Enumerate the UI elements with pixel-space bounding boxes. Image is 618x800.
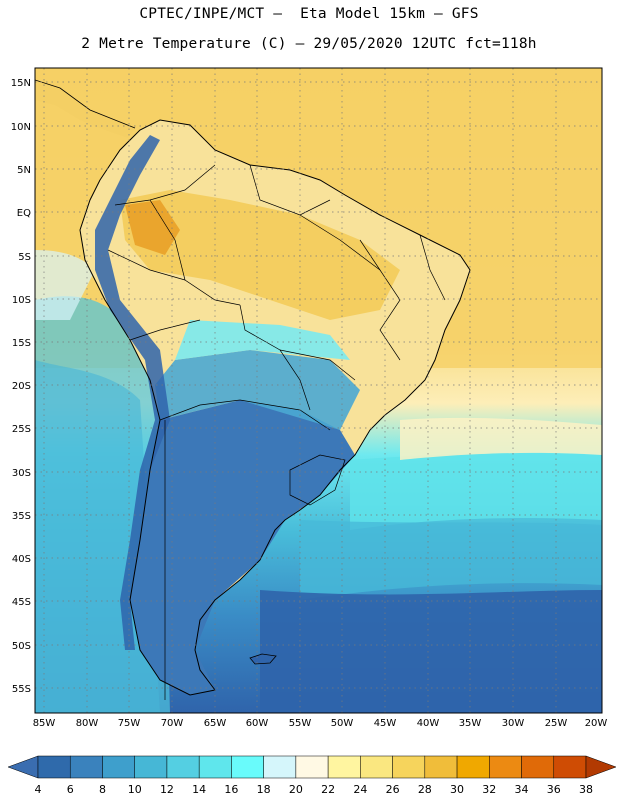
lat-label: 50S xyxy=(12,641,31,652)
colorbar-label: 36 xyxy=(547,783,561,796)
colorbar-label: 18 xyxy=(257,783,271,796)
colorbar-swatch xyxy=(198,755,232,779)
colorbar-swatch xyxy=(69,755,103,779)
colorbar-label: 12 xyxy=(160,783,174,796)
map-frame xyxy=(34,67,603,714)
colorbar-label: 22 xyxy=(321,783,335,796)
colorbar-swatch xyxy=(263,755,297,779)
lon-label: 40W xyxy=(417,718,440,729)
lat-label: 10N xyxy=(11,122,31,133)
colorbar-swatch xyxy=(553,755,587,779)
country-borders xyxy=(107,164,446,700)
lon-label: 70W xyxy=(161,718,184,729)
colorbar-over-arrow xyxy=(585,755,617,779)
colorbar-label: 30 xyxy=(450,783,464,796)
lat-label: 30S xyxy=(12,468,31,479)
colorbar-swatch xyxy=(295,755,329,779)
colorbar-swatch xyxy=(327,755,361,779)
colorbar-label: 38 xyxy=(579,783,593,796)
lon-label: 60W xyxy=(246,718,269,729)
map-title-line-2: 2 Metre Temperature (C) – 29/05/2020 12U… xyxy=(81,36,537,52)
colorbar-label: 24 xyxy=(353,783,367,796)
colorbar-label: 6 xyxy=(67,783,74,796)
lat-label: 55S xyxy=(12,684,31,695)
colorbar-swatch xyxy=(166,755,200,779)
colorbar-swatch xyxy=(424,755,458,779)
colorbar-swatch xyxy=(521,755,555,779)
lon-label: 25W xyxy=(545,718,568,729)
lat-label: 5S xyxy=(18,252,31,263)
lon-label: 75W xyxy=(118,718,141,729)
lat-label: EQ xyxy=(17,208,31,219)
colorbar-swatch xyxy=(489,755,522,779)
map-title-line-1: CPTEC/INPE/MCT – Eta Model 15km – GFS xyxy=(139,6,479,22)
colorbar-label: 10 xyxy=(128,783,142,796)
colorbar-swatch xyxy=(456,755,490,779)
lat-label: 45S xyxy=(12,597,31,608)
longitude-axis: 85W 80W 75W 70W 65W 60W 55W 50W 45W 40W … xyxy=(33,718,608,729)
lat-label: 10S xyxy=(12,295,31,306)
lat-label: 5N xyxy=(17,165,31,176)
colorbar-label: 26 xyxy=(386,783,400,796)
map-field xyxy=(35,68,602,713)
lon-label: 85W xyxy=(33,718,56,729)
lat-label: 20S xyxy=(12,381,31,392)
lon-label: 65W xyxy=(204,718,227,729)
colorbar-label: 4 xyxy=(35,783,42,796)
colorbar-label: 20 xyxy=(289,783,303,796)
colorbar-swatch xyxy=(231,755,264,779)
lon-label: 80W xyxy=(76,718,99,729)
colorbar-label: 28 xyxy=(418,783,432,796)
colorbar-label: 16 xyxy=(224,783,238,796)
lat-label: 40S xyxy=(12,554,31,565)
lat-label: 15N xyxy=(11,78,31,89)
lon-label: 20W xyxy=(585,718,608,729)
lon-label: 35W xyxy=(459,718,482,729)
lon-label: 50W xyxy=(331,718,354,729)
lon-label: 45W xyxy=(374,718,397,729)
lat-label: 15S xyxy=(12,338,31,349)
colorbar-swatch xyxy=(134,755,168,779)
colorbar-label: 32 xyxy=(482,783,496,796)
colorbar-swatch xyxy=(392,755,426,779)
colorbar-label: 8 xyxy=(99,783,106,796)
colorbar-swatch xyxy=(360,755,393,779)
lat-label: 35S xyxy=(12,511,31,522)
colorbar-swatch xyxy=(102,755,135,779)
lon-label: 55W xyxy=(289,718,312,729)
colorbar-under-arrow xyxy=(7,755,39,779)
colorbar-label: 34 xyxy=(515,783,529,796)
colorbar-label: 14 xyxy=(192,783,206,796)
colorbar-swatch xyxy=(37,755,71,779)
latitude-axis: 15N 10N 5N EQ 5S 10S 15S 20S 25S 30S 35S… xyxy=(11,78,31,695)
temperature-colorbar: 4 6 8 10 12 14 16 18 20 22 24 26 28 30 32 34 36 38 xyxy=(7,755,617,796)
graticule xyxy=(35,68,602,713)
lon-label: 30W xyxy=(502,718,525,729)
lat-label: 25S xyxy=(12,424,31,435)
